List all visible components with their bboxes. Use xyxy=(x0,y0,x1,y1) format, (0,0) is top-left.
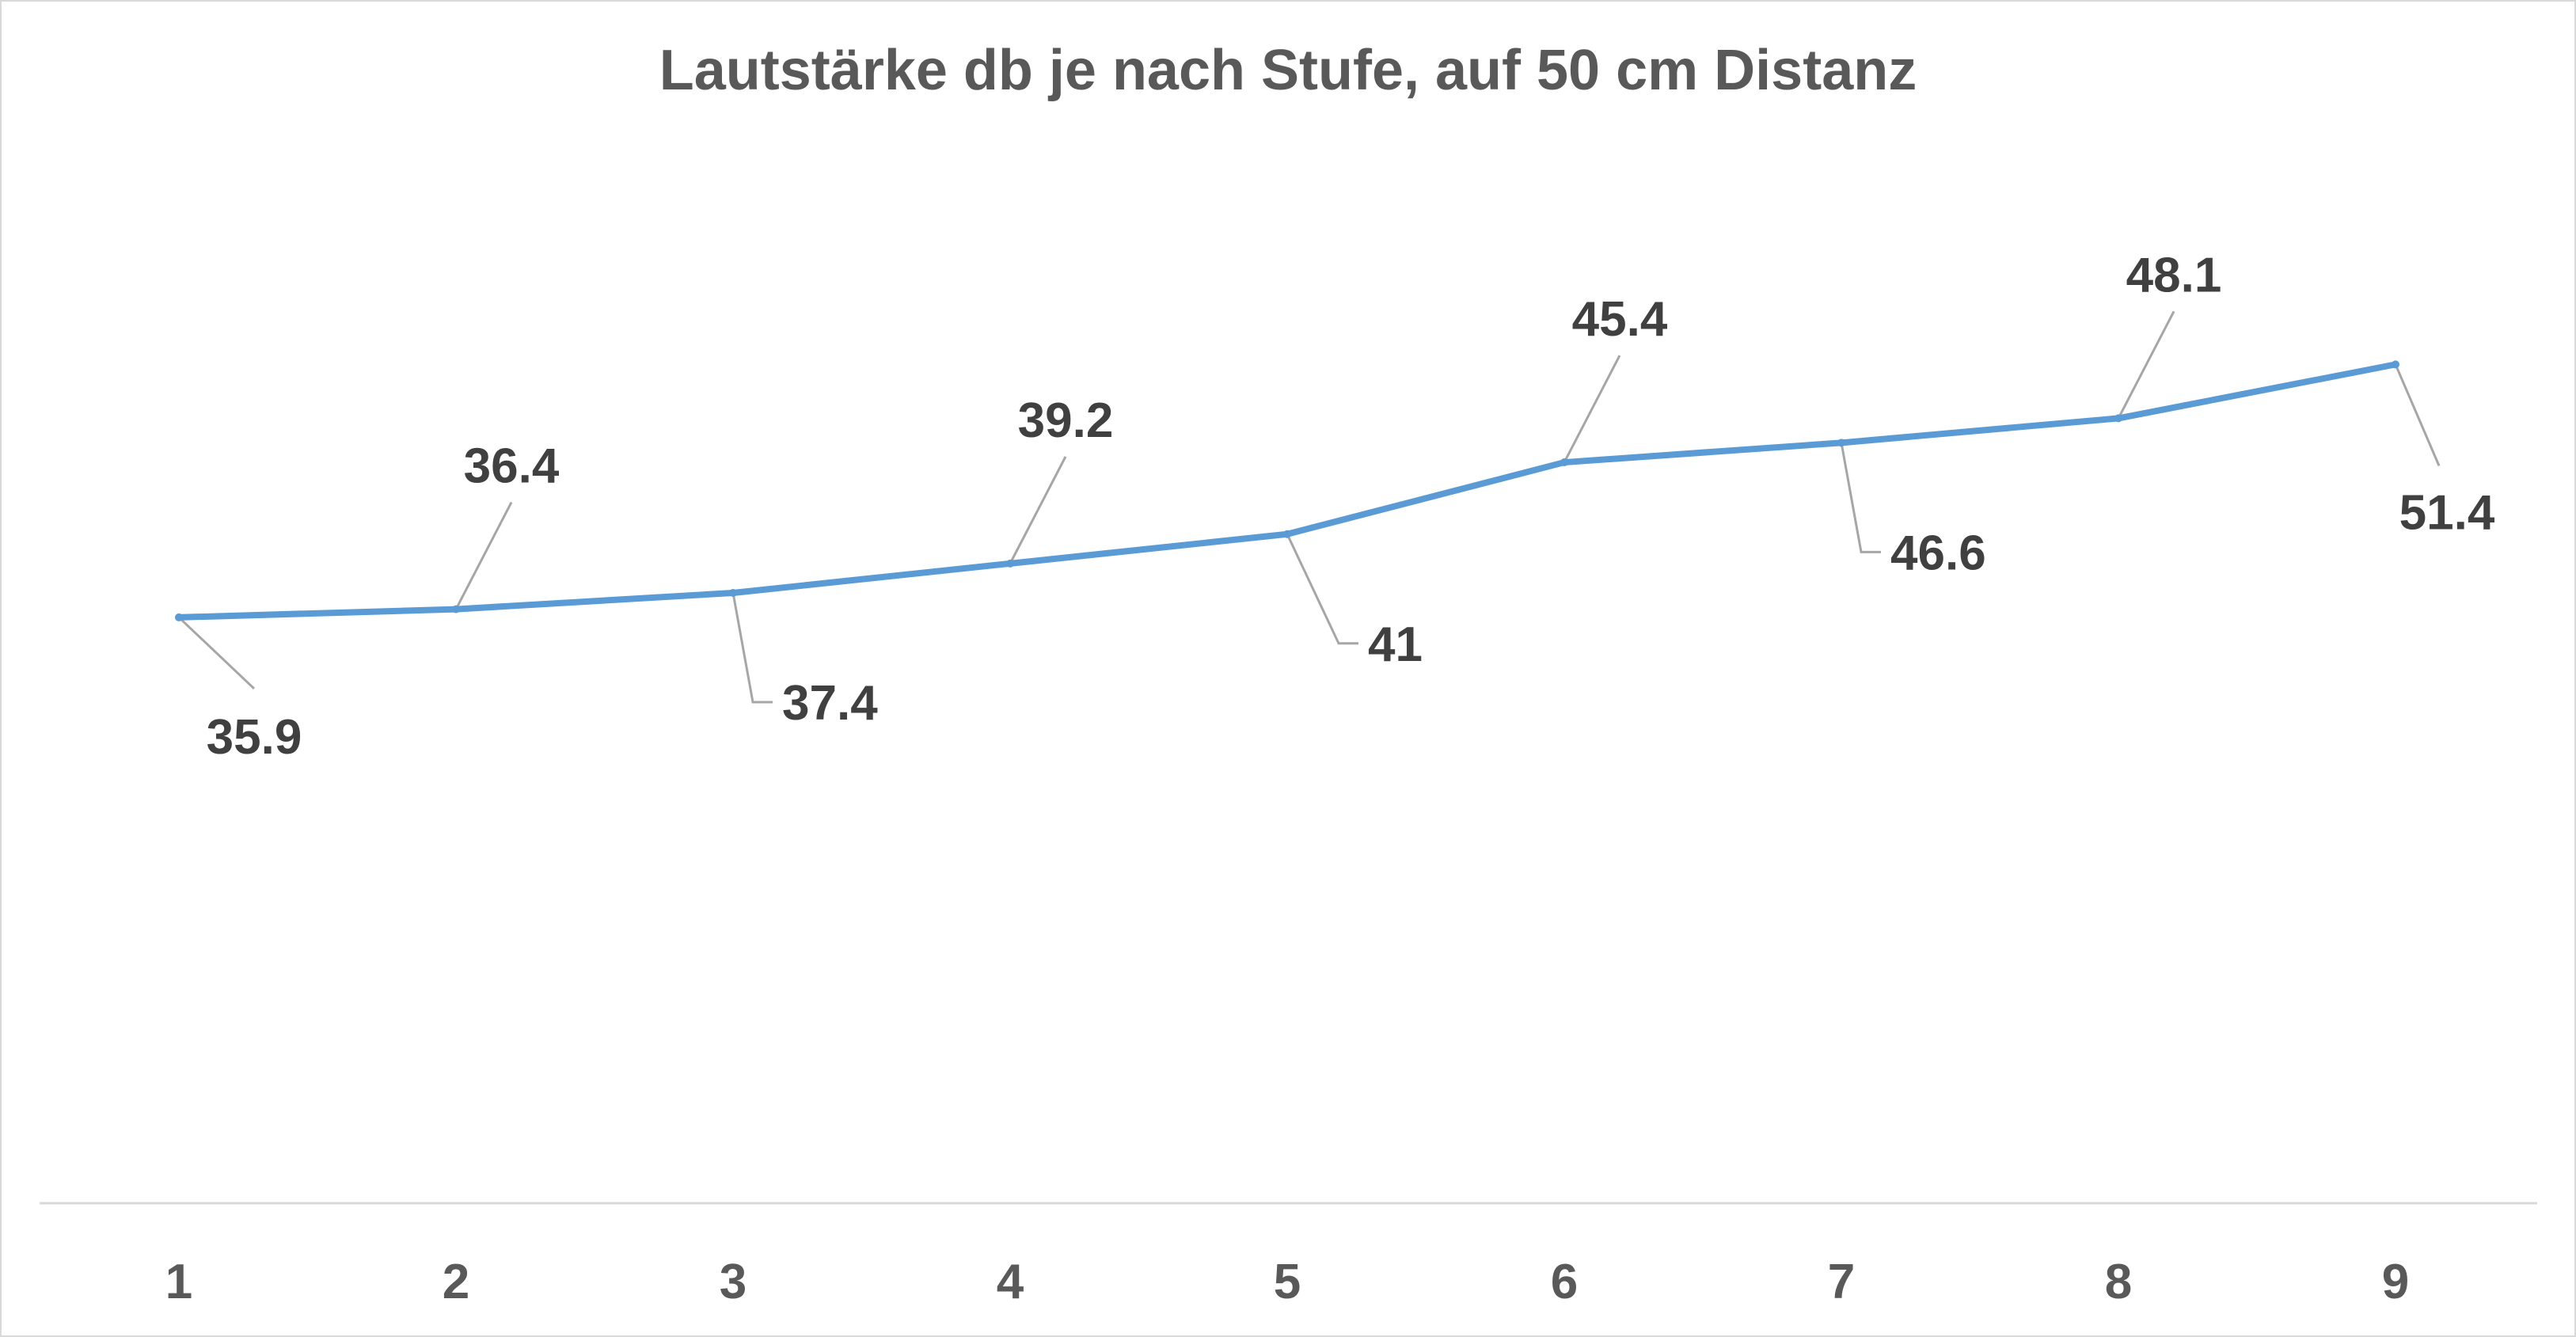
data-label-leader xyxy=(2117,310,2175,420)
data-label: 41 xyxy=(1368,617,1423,672)
x-tick-label: 5 xyxy=(1274,1255,1301,1309)
data-label: 51.4 xyxy=(2399,485,2495,540)
data-point xyxy=(1837,439,1845,447)
x-tick-label: 2 xyxy=(443,1255,469,1309)
data-label-leader xyxy=(454,501,513,610)
data-label-leader xyxy=(1009,456,1067,564)
data-label-leader xyxy=(1286,534,1358,645)
x-tick-label: 8 xyxy=(2105,1255,2132,1309)
data-label-leader xyxy=(177,616,256,689)
x-tick-label: 6 xyxy=(1551,1255,1578,1309)
data-point xyxy=(452,605,460,613)
x-tick-label: 3 xyxy=(720,1255,747,1309)
data-label-leader xyxy=(1563,355,1621,463)
data-point xyxy=(729,588,737,597)
data-label: 37.4 xyxy=(782,676,878,731)
data-point xyxy=(1560,458,1568,467)
data-label-leader xyxy=(1840,443,1881,553)
data-point xyxy=(2114,414,2122,423)
data-point xyxy=(175,613,183,621)
x-tick-label: 4 xyxy=(997,1255,1024,1309)
chart-title: Lautstärke db je nach Stufe, auf 50 cm D… xyxy=(659,39,1917,102)
data-label: 36.4 xyxy=(464,439,560,494)
data-point xyxy=(1006,559,1014,568)
data-label-leader xyxy=(731,592,773,704)
x-tick-label: 1 xyxy=(165,1255,192,1309)
data-label: 45.4 xyxy=(1572,292,1668,347)
data-label: 48.1 xyxy=(2126,248,2222,302)
x-tick-label: 9 xyxy=(2382,1255,2409,1309)
data-label: 35.9 xyxy=(207,710,302,765)
data-label: 46.6 xyxy=(1890,526,1986,580)
x-tick-label: 7 xyxy=(1828,1255,1855,1309)
data-point xyxy=(1283,530,1291,538)
data-point xyxy=(2392,360,2399,369)
data-label: 39.2 xyxy=(1018,393,1114,448)
data-label-leader xyxy=(2394,363,2441,466)
